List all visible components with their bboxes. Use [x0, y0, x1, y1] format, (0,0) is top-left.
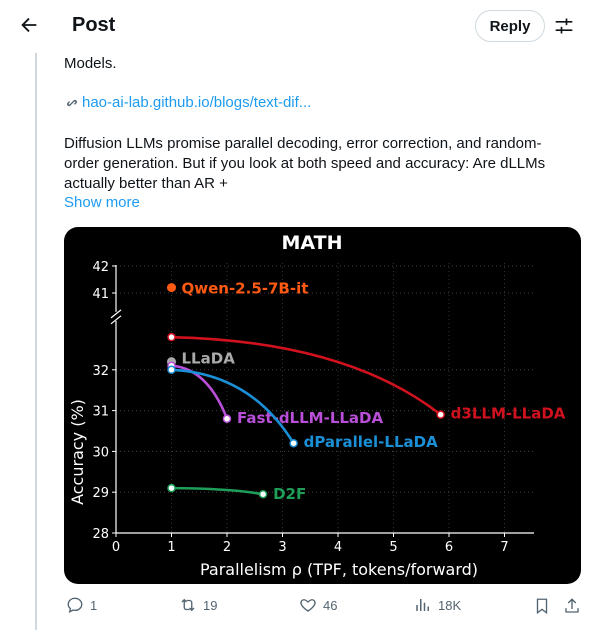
y-tick-label: 29: [92, 486, 109, 501]
series-line: [171, 335, 442, 416]
reply-button[interactable]: Reply: [475, 10, 545, 42]
chart-image[interactable]: MATH Accuracy (%) Parallelism ρ (TPF, to…: [64, 227, 581, 584]
heart-icon: [300, 599, 316, 612]
data-point: [258, 489, 268, 499]
axis-break-mark: [110, 309, 122, 319]
y-tick-label: 31: [92, 405, 109, 420]
x-tick-label: 2: [223, 540, 231, 555]
repost-action[interactable]: 19: [179, 596, 217, 614]
series-line: [171, 368, 295, 444]
sliders-icon[interactable]: [554, 16, 574, 36]
link-text: hao-ai-lab.github.io/blogs/text-dif...: [82, 94, 312, 111]
x-tick-label: 1: [167, 540, 175, 555]
repost-icon: [181, 598, 195, 612]
series-label: d3LLM-LLaDA: [451, 405, 566, 423]
show-more-link[interactable]: Show more: [64, 194, 140, 211]
x-tick-label: 4: [334, 540, 342, 555]
y-tick-label: 41: [92, 287, 109, 302]
y-tick-label: 28: [92, 527, 109, 542]
data-point: [167, 365, 176, 375]
link-icon: [67, 99, 77, 106]
y-axis-label: Accuracy (%): [68, 399, 87, 505]
data-point: [222, 414, 232, 424]
data-point: [167, 483, 176, 493]
views-icon: [416, 599, 429, 611]
series-label: Qwen-2.5-7B-it: [182, 280, 309, 298]
page-title: Post: [72, 14, 116, 36]
post-header: Post Reply: [0, 0, 598, 53]
tweet-body-line: Diffusion LLMs promise parallel decoding…: [64, 135, 542, 152]
tweet-text-top: Models.: [64, 55, 117, 72]
data-point: [167, 332, 176, 342]
y-tick-label: 32: [92, 364, 109, 379]
reply-icon: [67, 597, 83, 614]
x-tick-label: 6: [445, 540, 453, 555]
tweet-link[interactable]: hao-ai-lab.github.io/blogs/text-dif...: [64, 94, 311, 111]
x-tick-label: 0: [112, 540, 120, 555]
thread-line: [35, 53, 37, 630]
data-point: [289, 438, 298, 448]
tweet-body-line: actually better than AR +: [64, 175, 228, 192]
reply-action[interactable]: 1: [66, 596, 97, 614]
x-tick-label: 5: [389, 540, 397, 555]
like-count: 46: [323, 597, 338, 613]
action-bar: 1 19 46 18K: [0, 596, 598, 620]
data-point: [167, 283, 176, 293]
reply-count: 1: [90, 597, 98, 613]
axis-break-mark: [110, 315, 122, 325]
x-tick-label: 3: [278, 540, 286, 555]
chart-title: MATH: [282, 232, 343, 254]
series-label: dParallel-LLaDA: [304, 433, 438, 451]
math-chart: MATH Accuracy (%) Parallelism ρ (TPF, to…: [68, 232, 566, 579]
series-line: [171, 486, 264, 496]
series-line: [171, 364, 229, 420]
series-label: Fast-dLLM-LLaDA: [237, 409, 384, 427]
share-icon[interactable]: [563, 597, 581, 615]
repost-count: 19: [203, 597, 218, 613]
y-tick-label: 42: [92, 260, 109, 275]
x-axis-label: Parallelism ρ (TPF, tokens/forward): [200, 560, 478, 579]
views-action[interactable]: 18K: [414, 596, 461, 614]
x-tick-label: 7: [500, 540, 508, 555]
views-count: 18K: [438, 597, 462, 613]
like-action[interactable]: 46: [299, 596, 337, 614]
y-tick-label: 30: [92, 445, 109, 460]
bookmark-icon[interactable]: [533, 597, 551, 615]
back-arrow-icon[interactable]: [18, 14, 40, 36]
series-label: LLaDA: [182, 350, 236, 368]
tweet-body-line: order generation. But if you look at bot…: [64, 155, 546, 172]
series-label: D2F: [273, 485, 306, 503]
data-point: [436, 410, 445, 419]
